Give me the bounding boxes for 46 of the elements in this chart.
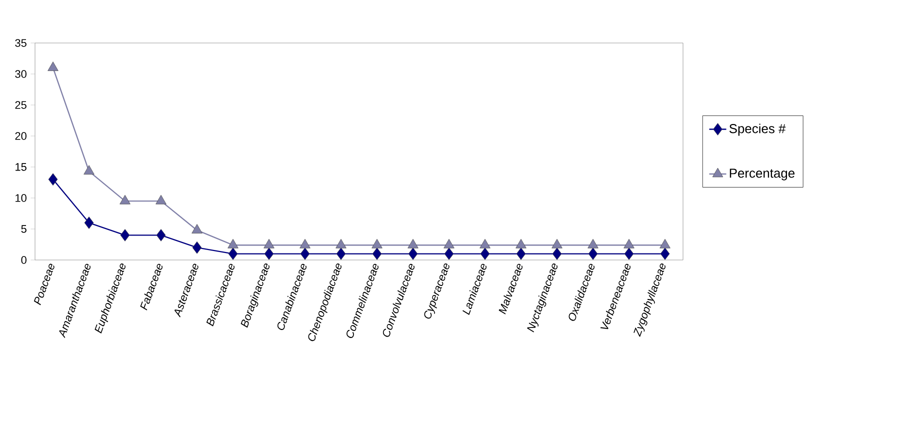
y-tick-label: 10 [16, 194, 26, 202]
y-tick-label: 0 [21, 256, 26, 264]
point [156, 194, 166, 204]
point [408, 248, 418, 260]
point [660, 238, 670, 248]
point [372, 238, 382, 248]
point [120, 194, 130, 204]
point [516, 248, 526, 260]
point [264, 238, 274, 248]
legend-label: Percentage [730, 168, 794, 180]
point [300, 248, 310, 260]
point [624, 248, 634, 260]
point [624, 238, 634, 248]
y-tick-label: 30 [15, 70, 26, 78]
y-tick-label: 15 [16, 163, 26, 171]
point [588, 248, 598, 260]
point [444, 248, 454, 260]
point [120, 229, 130, 242]
point [408, 238, 418, 248]
point [228, 248, 238, 260]
point [372, 248, 382, 260]
y-tick-label: 35 [15, 39, 26, 47]
point [300, 238, 310, 248]
point [48, 173, 58, 186]
point [552, 238, 562, 248]
point [84, 216, 94, 229]
point [480, 248, 490, 260]
point [192, 241, 202, 254]
y-tick-label: 5 [21, 225, 26, 233]
point [192, 224, 202, 234]
point [336, 248, 346, 260]
y-tick-label: 25 [15, 101, 26, 109]
point [84, 165, 94, 175]
point [660, 248, 670, 260]
point [228, 238, 238, 248]
point [336, 238, 346, 248]
point [516, 238, 526, 248]
y-tick-label: 20 [15, 132, 26, 140]
legend-label: Species # [729, 124, 786, 136]
point [552, 248, 562, 260]
point [444, 238, 454, 248]
point [480, 238, 490, 248]
point [156, 229, 166, 242]
point [264, 248, 274, 260]
point [588, 238, 598, 248]
point [48, 62, 58, 71]
